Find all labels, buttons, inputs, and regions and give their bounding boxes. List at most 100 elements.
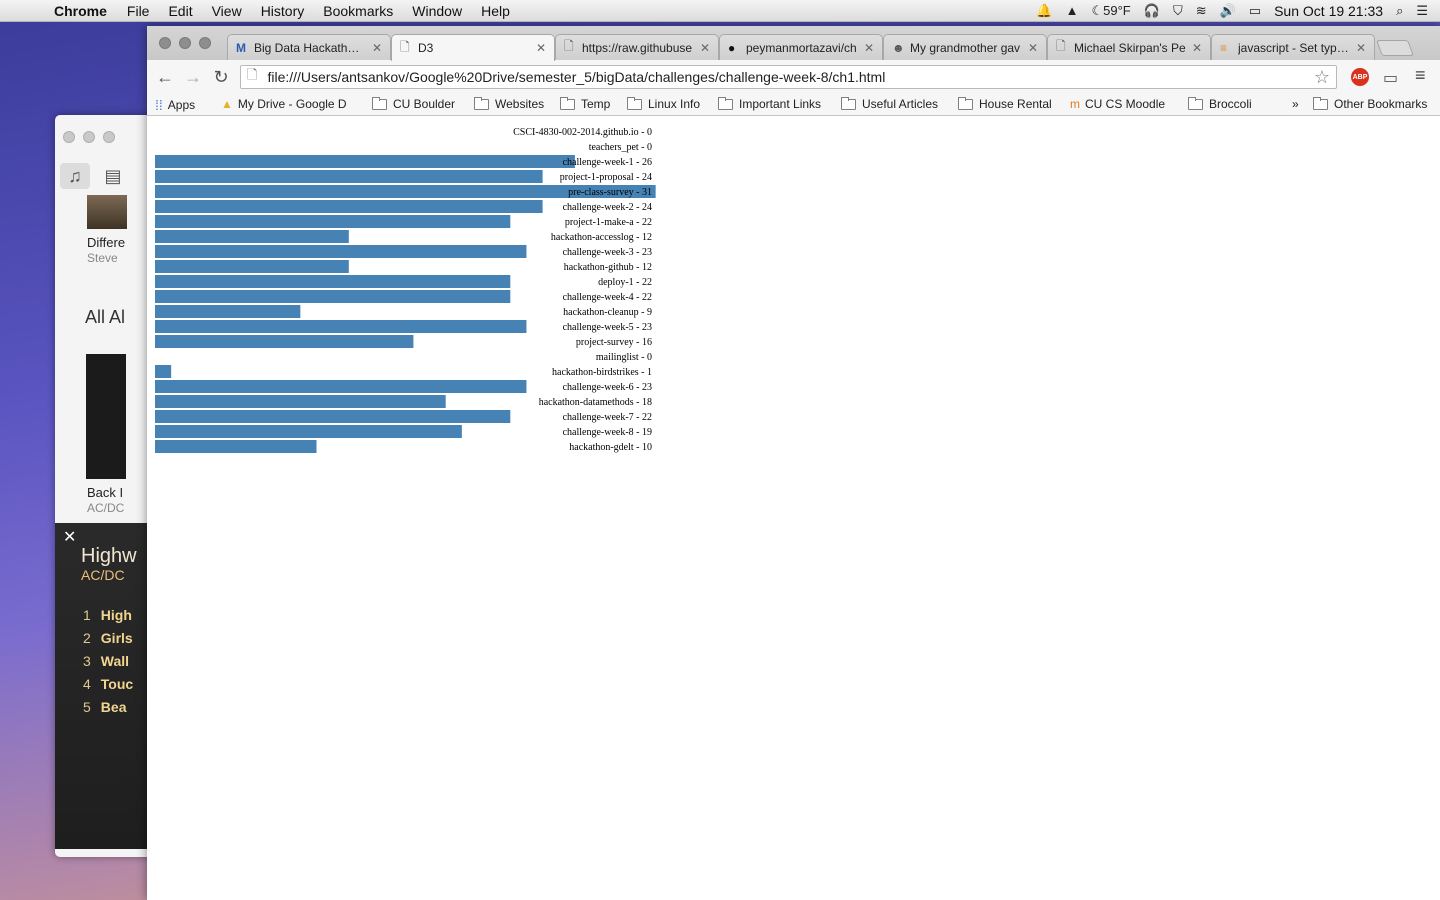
address-bar[interactable]: 🗋 file:///Users/antsankov/Google%20Drive… xyxy=(240,65,1337,89)
bookmark-folder-important-links[interactable]: Important Links xyxy=(718,96,821,111)
back-arrow-icon[interactable]: ← xyxy=(156,66,174,87)
new-tab-button[interactable] xyxy=(1376,40,1414,56)
menu-window[interactable]: Window xyxy=(412,2,463,19)
track-item[interactable]: 4 Touc xyxy=(83,676,134,692)
bookmark-folder-linux-info[interactable]: Linux Info xyxy=(627,96,700,111)
bookmark-star-icon[interactable]: ☆ xyxy=(1313,67,1330,87)
wifi-icon[interactable]: ≋ xyxy=(1195,2,1207,18)
forward-arrow-icon[interactable]: → xyxy=(184,66,202,87)
itunes-close-button[interactable] xyxy=(63,131,75,143)
bar-hackathon-birdstrikes xyxy=(155,365,172,378)
track-item[interactable]: 2 Girls xyxy=(83,630,133,646)
bar-pre-class-survey xyxy=(155,185,656,198)
track-item[interactable]: 1 High xyxy=(83,607,132,623)
bookmark-folder-useful-articles[interactable]: Useful Articles xyxy=(841,96,938,111)
spotlight-search-icon[interactable]: ⌕ xyxy=(1396,2,1404,18)
menu-history[interactable]: History xyxy=(260,2,305,19)
tab-stackoverflow-javascript[interactable]: ≡ javascript - Set type f ✕ xyxy=(1211,34,1375,60)
page-icon: 🗋 xyxy=(247,67,258,82)
notification-bell-icon[interactable]: 🔔 xyxy=(1036,2,1053,18)
bar-deploy-1 xyxy=(155,275,511,288)
tab-strip: M Big Data Hackathons ✕ 🗋 D3 ✕ 🗋 https:/… xyxy=(147,26,1440,61)
notification-center-icon[interactable]: ☰ xyxy=(1416,2,1428,18)
chrome-menu-icon[interactable]: ≡ xyxy=(1415,65,1426,85)
album-artist: Steve xyxy=(87,251,118,265)
bookmark-folder-broccoli[interactable]: Broccoli xyxy=(1188,96,1252,111)
menu-view[interactable]: View xyxy=(211,2,242,19)
bar-label-hackathon-birdstrikes: hackathon-birdstrikes - 1 xyxy=(552,367,652,378)
tab-close-icon[interactable]: ✕ xyxy=(1355,40,1366,55)
album-title[interactable]: Back I xyxy=(87,485,124,500)
cast-icon[interactable]: ▭ xyxy=(1383,70,1399,87)
menu-edit[interactable]: Edit xyxy=(168,2,193,19)
bar-challenge-week-6 xyxy=(155,380,527,393)
bar-label-project-survey: project-survey - 16 xyxy=(576,337,652,348)
music-note-icon[interactable]: ♫ xyxy=(60,163,90,189)
chrome-window: M Big Data Hackathons ✕ 🗋 D3 ✕ 🗋 https:/… xyxy=(147,26,1440,900)
track-item[interactable]: 3 Wall xyxy=(83,653,130,669)
tab-raw-githubusercontent[interactable]: 🗋 https://raw.githubuse ✕ xyxy=(555,34,719,60)
temperature: 59°F xyxy=(1103,2,1131,18)
menu-app-name[interactable]: Chrome xyxy=(54,2,107,19)
clock[interactable]: Sun Oct 19 21:33 xyxy=(1274,2,1384,19)
tab-close-icon[interactable]: ✕ xyxy=(371,40,382,55)
bookmark-folder-cu-boulder[interactable]: CU Boulder xyxy=(372,96,455,111)
tab-close-icon[interactable]: ✕ xyxy=(1191,40,1202,55)
itunes-minimize-button[interactable] xyxy=(83,131,95,143)
window-minimize-button[interactable] xyxy=(179,37,191,49)
menu-help[interactable]: Help xyxy=(481,2,510,19)
tab-close-icon[interactable]: ✕ xyxy=(1027,40,1038,55)
album-art[interactable] xyxy=(86,354,126,479)
itunes-zoom-button[interactable] xyxy=(103,131,115,143)
bookmark-folder-other-bookmarks[interactable]: Other Bookmarks xyxy=(1313,96,1427,111)
tab-github-peymanmortazavi[interactable]: ● peymanmortazavi/ch ✕ xyxy=(719,34,883,60)
bookmarks-overflow-button[interactable]: » xyxy=(1292,97,1299,111)
bar-challenge-week-3 xyxy=(155,245,527,258)
bar-label-hackathon-accesslog: hackathon-accesslog - 12 xyxy=(551,232,652,243)
bar-chart: CSCI-4830-002-2014.github.io - 0 teachers… xyxy=(155,127,656,453)
shield-icon[interactable]: ⛉ xyxy=(1172,2,1183,18)
bar-label-challenge-week-7: challenge-week-7 - 22 xyxy=(563,412,652,423)
close-icon[interactable]: ✕ xyxy=(63,529,77,546)
folder-icon xyxy=(1313,96,1328,110)
film-icon[interactable]: ▤ xyxy=(104,165,122,186)
bookmark-my-drive[interactable]: ▲ My Drive - Google D xyxy=(221,97,347,111)
bar-label-challenge-week-8: challenge-week-8 - 19 xyxy=(563,427,652,438)
menu-bookmarks[interactable]: Bookmarks xyxy=(323,2,394,19)
tab-big-data-hackathons[interactable]: M Big Data Hackathons ✕ xyxy=(227,34,391,60)
tab-reddit-grandmother[interactable]: ☻ My grandmother gav ✕ xyxy=(883,34,1047,60)
google-drive-icon[interactable]: ▲ xyxy=(1065,3,1079,18)
bar-challenge-week-8 xyxy=(155,425,462,438)
bar-challenge-week-2 xyxy=(155,200,543,213)
headphones-icon[interactable]: 🎧 xyxy=(1143,2,1160,18)
tab-close-icon[interactable]: ✕ xyxy=(535,41,546,55)
url-text[interactable]: file:///Users/antsankov/Google%20Drive/s… xyxy=(267,69,886,85)
menu-file[interactable]: File xyxy=(126,2,150,19)
track-item[interactable]: 5 Bea xyxy=(83,699,127,715)
album-title[interactable]: Differe xyxy=(87,235,126,250)
bar-label-deploy-1: deploy-1 - 22 xyxy=(598,277,652,288)
tab-close-icon[interactable]: ✕ xyxy=(699,40,710,55)
album-art[interactable] xyxy=(87,195,127,229)
folder-icon xyxy=(474,96,489,110)
volume-icon[interactable]: 🔊 xyxy=(1219,2,1236,18)
bookmark-folder-websites[interactable]: Websites xyxy=(474,96,544,111)
window-zoom-button[interactable] xyxy=(199,37,211,49)
battery-icon[interactable]: ▭ xyxy=(1248,2,1262,18)
folder-icon xyxy=(958,96,973,110)
tab-close-icon[interactable]: ✕ xyxy=(863,40,874,55)
bar-challenge-week-4 xyxy=(155,290,511,303)
window-close-button[interactable] xyxy=(159,37,171,49)
tab-d3[interactable]: 🗋 D3 ✕ xyxy=(391,34,555,61)
reload-icon[interactable]: ↻ xyxy=(213,66,229,87)
now-playing-song: Highw xyxy=(81,545,137,567)
adblock-plus-icon[interactable]: ABP xyxy=(1351,68,1369,86)
bookmark-cu-cs-moodle[interactable]: m CU CS Moodle xyxy=(1070,97,1166,111)
itunes-window-controls xyxy=(63,131,115,143)
tab-michael-skirpan[interactable]: 🗋 Michael Skirpan's Pe ✕ xyxy=(1047,34,1211,60)
weather-moon-icon[interactable]: ☾59°F xyxy=(1091,2,1131,18)
bookmark-apps[interactable]: ⁞⁞ Apps xyxy=(155,97,196,113)
moodle-icon: m xyxy=(1070,97,1080,111)
bookmark-folder-temp[interactable]: Temp xyxy=(560,96,610,111)
bookmark-folder-house-rental[interactable]: House Rental xyxy=(958,96,1052,111)
